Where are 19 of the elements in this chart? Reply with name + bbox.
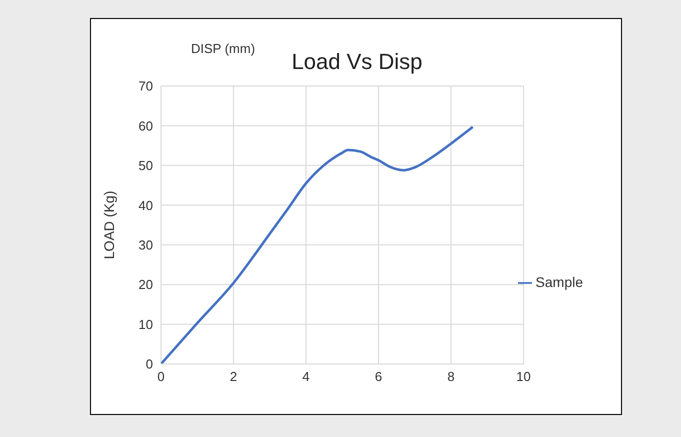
- x-axis-title: DISP (mm): [191, 41, 256, 56]
- x-tick-label: 2: [230, 369, 238, 384]
- x-tick-label: 0: [157, 369, 165, 384]
- y-tick-label: 20: [138, 277, 153, 292]
- y-tick-label: 30: [138, 237, 153, 252]
- x-tick-label: 4: [302, 369, 310, 384]
- y-tick-label: 60: [138, 118, 153, 134]
- legend-label: Sample: [536, 274, 583, 290]
- x-tick-label: 8: [447, 369, 455, 384]
- y-tick-label: 70: [138, 78, 153, 94]
- chart-title: Load Vs Disp: [292, 49, 422, 74]
- y-tick-label: 0: [146, 356, 153, 372]
- y-tick-label: 10: [138, 316, 153, 332]
- x-tick-label: 10: [516, 369, 531, 384]
- y-tick-label: 40: [138, 198, 153, 213]
- y-tick-label: 50: [138, 158, 153, 174]
- x-tick-label: 6: [374, 369, 382, 384]
- line-series: [161, 126, 474, 364]
- y-axis-title: LOAD (Kg): [100, 190, 117, 260]
